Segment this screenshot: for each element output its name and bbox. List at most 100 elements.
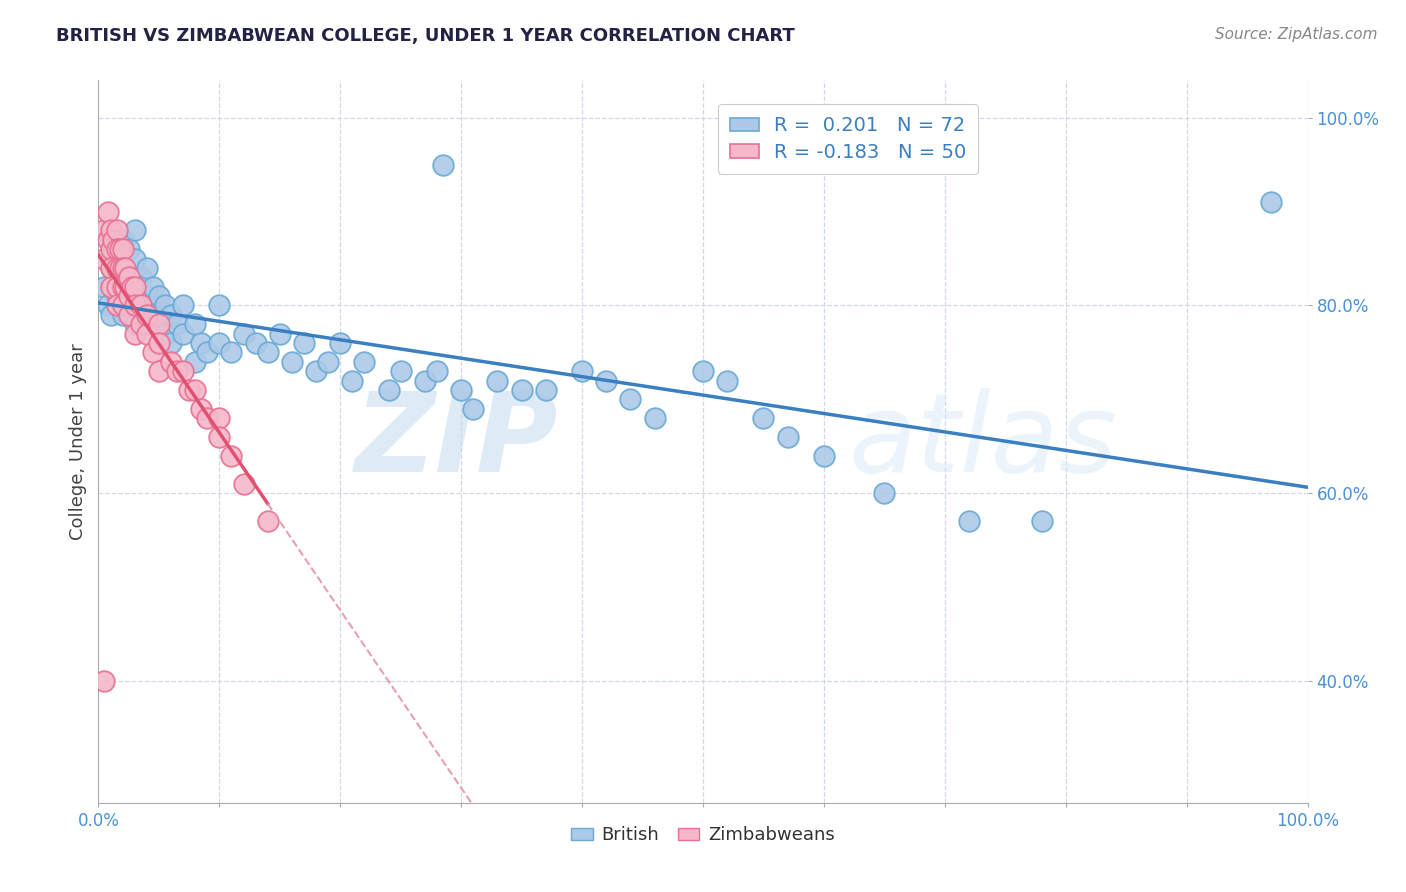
Point	[97, 204, 120, 219]
Point	[124, 326, 146, 341]
Point	[129, 298, 152, 312]
Point	[148, 364, 170, 378]
Point	[142, 279, 165, 293]
Point	[692, 364, 714, 378]
Point	[316, 355, 339, 369]
Point	[121, 279, 143, 293]
Point	[342, 374, 364, 388]
Point	[97, 233, 120, 247]
Point	[873, 486, 896, 500]
Point	[148, 289, 170, 303]
Point	[153, 298, 176, 312]
Point	[135, 308, 157, 322]
Point	[269, 326, 291, 341]
Point	[571, 364, 593, 378]
Point	[195, 345, 218, 359]
Point	[1260, 195, 1282, 210]
Point	[118, 242, 141, 256]
Point	[100, 260, 122, 275]
Point	[114, 260, 136, 275]
Point	[135, 260, 157, 275]
Point	[256, 345, 278, 359]
Point	[305, 364, 328, 378]
Point	[118, 270, 141, 285]
Point	[208, 430, 231, 444]
Point	[221, 449, 243, 463]
Point	[292, 336, 315, 351]
Point	[510, 383, 533, 397]
Point	[111, 308, 134, 322]
Point	[172, 364, 194, 378]
Point	[245, 336, 267, 351]
Point	[111, 233, 134, 247]
Point	[179, 383, 201, 397]
Point	[93, 279, 115, 293]
Point	[153, 326, 176, 341]
Point	[184, 383, 207, 397]
Point	[644, 411, 666, 425]
Point	[142, 308, 165, 322]
Point	[124, 318, 146, 332]
Point	[1031, 514, 1053, 528]
Point	[184, 355, 207, 369]
Point	[118, 308, 141, 322]
Point	[135, 326, 157, 341]
Point	[752, 411, 775, 425]
Point	[595, 374, 617, 388]
Point	[111, 242, 134, 256]
Point	[208, 336, 231, 351]
Point	[100, 223, 122, 237]
Point	[100, 260, 122, 275]
Point	[486, 374, 509, 388]
Point	[463, 401, 485, 416]
Point	[195, 411, 218, 425]
Point	[100, 308, 122, 322]
Point	[256, 514, 278, 528]
Point	[148, 318, 170, 332]
Point	[114, 279, 136, 293]
Point	[124, 298, 146, 312]
Point	[111, 298, 134, 312]
Point	[129, 298, 152, 312]
Point	[172, 298, 194, 312]
Point	[105, 279, 128, 293]
Point	[124, 223, 146, 237]
Point	[776, 430, 799, 444]
Point	[619, 392, 641, 407]
Y-axis label: College, Under 1 year: College, Under 1 year	[69, 343, 87, 540]
Point	[105, 298, 128, 312]
Point	[353, 355, 375, 369]
Point	[450, 383, 472, 397]
Point	[208, 411, 231, 425]
Point	[105, 252, 128, 266]
Point	[166, 318, 188, 332]
Point	[534, 383, 557, 397]
Point	[118, 279, 141, 293]
Point	[389, 364, 412, 378]
Point	[105, 289, 128, 303]
Point	[160, 355, 183, 369]
Point	[413, 374, 436, 388]
Point	[108, 242, 131, 256]
Point	[432, 158, 454, 172]
Point	[166, 364, 188, 378]
Point	[93, 673, 115, 688]
Point	[281, 355, 304, 369]
Point	[93, 223, 115, 237]
Text: atlas: atlas	[848, 388, 1116, 495]
Point	[813, 449, 835, 463]
Point	[105, 242, 128, 256]
Text: BRITISH VS ZIMBABWEAN COLLEGE, UNDER 1 YEAR CORRELATION CHART: BRITISH VS ZIMBABWEAN COLLEGE, UNDER 1 Y…	[56, 27, 794, 45]
Legend: British, Zimbabweans: British, Zimbabweans	[564, 819, 842, 852]
Point	[100, 279, 122, 293]
Point	[148, 336, 170, 351]
Point	[124, 252, 146, 266]
Point	[426, 364, 449, 378]
Point	[105, 260, 128, 275]
Point	[111, 260, 134, 275]
Point	[208, 298, 231, 312]
Point	[221, 345, 243, 359]
Point	[232, 326, 254, 341]
Point	[377, 383, 399, 397]
Point	[716, 374, 738, 388]
